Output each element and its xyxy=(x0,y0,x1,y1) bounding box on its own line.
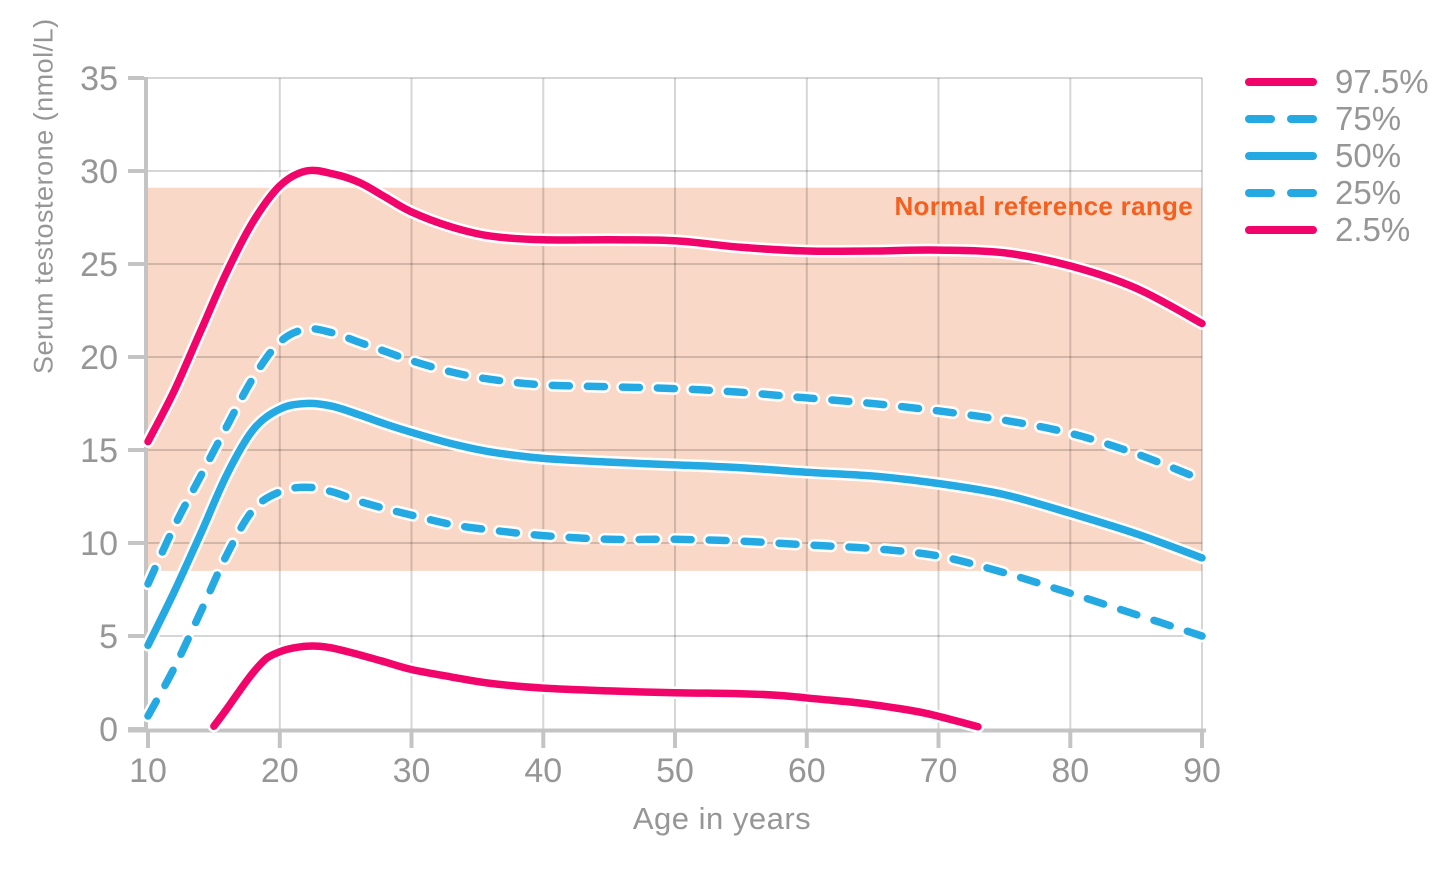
svg-text:10: 10 xyxy=(129,752,167,790)
legend-line-50-icon xyxy=(1245,151,1317,160)
legend-item-25: 25% xyxy=(1245,174,1429,211)
legend-label-75: 75% xyxy=(1335,100,1402,137)
reference-band-label: Normal reference range xyxy=(894,191,1193,221)
x-axis-title: Age in years xyxy=(632,801,812,836)
svg-text:5: 5 xyxy=(99,618,118,656)
legend-label-97-5: 97.5% xyxy=(1335,63,1429,100)
legend: 97.5% 75% 50% 25% 2.5% xyxy=(1245,63,1429,248)
svg-text:30: 30 xyxy=(393,752,431,790)
svg-text:30: 30 xyxy=(80,153,118,191)
legend-item-75: 75% xyxy=(1245,100,1429,137)
svg-text:20: 20 xyxy=(261,752,299,790)
svg-text:20: 20 xyxy=(80,339,118,377)
legend-item-50: 50% xyxy=(1245,137,1429,174)
legend-line-97-5-icon xyxy=(1245,77,1317,86)
legend-label-2-5: 2.5% xyxy=(1335,211,1411,248)
svg-text:80: 80 xyxy=(1051,752,1089,790)
svg-text:70: 70 xyxy=(920,752,958,790)
svg-text:0: 0 xyxy=(99,711,118,749)
legend-label-50: 50% xyxy=(1335,137,1402,174)
svg-text:60: 60 xyxy=(788,752,826,790)
legend-item-97-5: 97.5% xyxy=(1245,63,1429,100)
svg-text:15: 15 xyxy=(80,432,118,470)
legend-item-2-5: 2.5% xyxy=(1245,211,1429,248)
legend-line-75-icon xyxy=(1245,114,1317,123)
svg-text:10: 10 xyxy=(80,525,118,563)
legend-label-25: 25% xyxy=(1335,174,1402,211)
legend-line-2-5-icon xyxy=(1245,225,1317,234)
svg-text:25: 25 xyxy=(80,246,118,284)
svg-text:90: 90 xyxy=(1183,752,1221,790)
svg-text:40: 40 xyxy=(524,752,562,790)
svg-text:35: 35 xyxy=(80,60,118,98)
svg-text:50: 50 xyxy=(656,752,694,790)
legend-line-25-icon xyxy=(1245,188,1317,197)
